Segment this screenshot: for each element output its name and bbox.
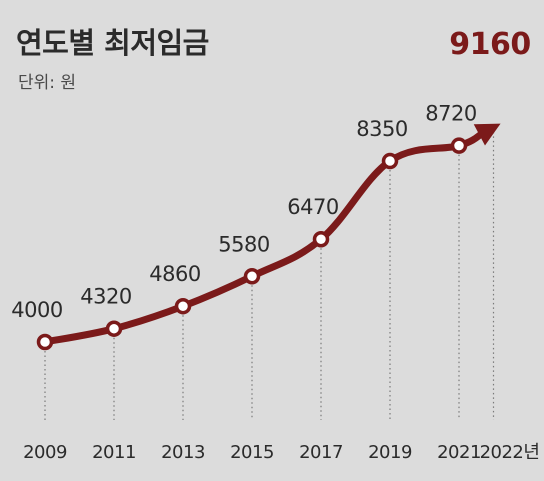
x-tick-label-2: 2013 — [161, 442, 205, 463]
data-point-2019 — [381, 152, 399, 170]
data-label-2019: 8350 — [356, 117, 407, 141]
x-tick-label-6: 2021 — [437, 442, 481, 463]
data-point-2015 — [243, 268, 261, 285]
data-point-2013 — [174, 297, 192, 315]
data-label-2013: 4860 — [149, 262, 200, 286]
x-tick-label-7: 2022년 — [480, 442, 540, 463]
data-point-2009 — [36, 333, 54, 351]
chart-title: 연도별 최저임금 — [16, 26, 209, 60]
series-arrow-marker — [473, 123, 501, 146]
x-tick-label-1: 2011 — [92, 442, 136, 463]
series-line — [41, 129, 487, 346]
data-point-2011 — [105, 320, 123, 337]
x-tick-label-5: 2019 — [368, 442, 412, 463]
data-label-2017: 6470 — [287, 195, 338, 219]
x-tick-label-0: 2009 — [23, 442, 67, 463]
data-point-2017 — [312, 230, 330, 248]
data-point-2021 — [450, 137, 468, 154]
x-tick-label-4: 2017 — [299, 442, 343, 463]
unit-label: 단위: 원 — [18, 73, 77, 93]
data-label-2021: 8720 — [425, 102, 476, 126]
data-label-2022: 9160 — [449, 27, 531, 62]
data-label-2015: 5580 — [218, 232, 269, 256]
data-label-2009: 4000 — [11, 298, 62, 322]
data-label-2011: 4320 — [80, 285, 131, 309]
x-tick-label-3: 2015 — [230, 442, 274, 463]
